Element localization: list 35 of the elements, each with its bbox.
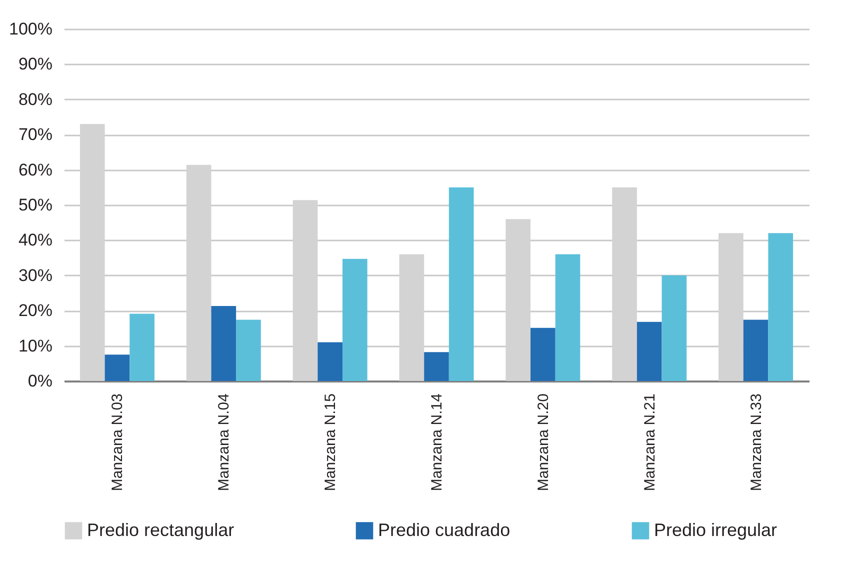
x-tick-label: Manzana N.21 xyxy=(641,394,658,492)
bar xyxy=(662,275,687,381)
y-tick-label: 10% xyxy=(18,336,52,356)
x-tick-label: Manzana N.15 xyxy=(322,394,340,492)
x-tick-label: Manzana N.14 xyxy=(428,394,446,492)
bar xyxy=(743,320,768,381)
bar xyxy=(211,306,236,381)
y-tick-label: 50% xyxy=(18,196,52,214)
bar xyxy=(636,322,662,381)
bar xyxy=(318,342,342,381)
bar xyxy=(768,233,794,381)
bar xyxy=(555,254,580,381)
y-tick-label: 20% xyxy=(18,301,52,320)
y-tick-label: 70% xyxy=(18,125,52,144)
x-tick-label: Manzana N.04 xyxy=(216,394,233,492)
y-tick-label: 60% xyxy=(18,160,52,180)
bar xyxy=(448,187,474,381)
y-tick-label: 30% xyxy=(18,266,52,285)
legend-label: Predio rectangular xyxy=(87,520,234,540)
y-tick-label: 40% xyxy=(18,230,52,250)
bar xyxy=(424,352,449,381)
bar xyxy=(104,354,130,381)
legend-label: Predio irregular xyxy=(654,520,778,540)
bar xyxy=(130,314,154,381)
legend-label: Predio cuadrado xyxy=(378,520,510,540)
y-tick-label: 100% xyxy=(9,20,52,38)
y-tick-label: 90% xyxy=(18,54,52,74)
bar xyxy=(236,320,261,381)
bar xyxy=(530,328,556,381)
bar xyxy=(342,258,368,381)
x-tick-label: Manzana N.03 xyxy=(109,394,126,492)
x-tick-label: Manzana N.20 xyxy=(534,394,552,492)
y-tick-label: 80% xyxy=(18,90,52,109)
y-tick-label: 0% xyxy=(28,372,52,390)
x-tick-label: Manzana N.33 xyxy=(748,394,765,492)
